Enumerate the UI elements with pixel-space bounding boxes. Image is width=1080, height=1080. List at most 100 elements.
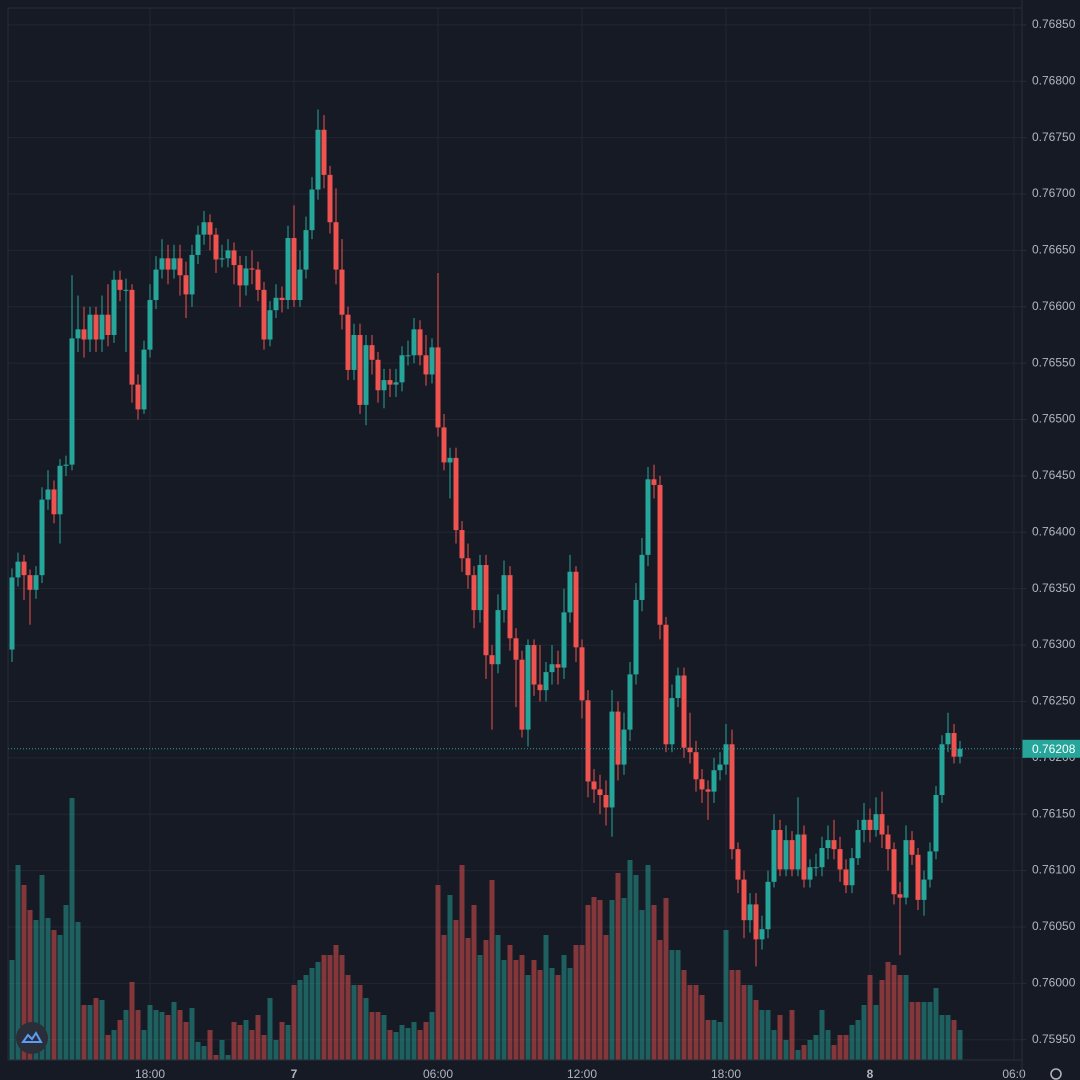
candle-body	[807, 867, 813, 880]
last-price-label: 0.76208	[1032, 742, 1076, 756]
volume-bar	[387, 1030, 393, 1060]
volume-bar	[213, 1055, 219, 1060]
volume-bar	[309, 968, 315, 1060]
volume-bar	[453, 920, 459, 1060]
candle-body	[453, 457, 459, 531]
volume-bar	[519, 955, 525, 1060]
candle-body	[363, 345, 369, 405]
volume-bar	[945, 1015, 951, 1060]
candle-body	[639, 554, 645, 600]
settings-button[interactable]	[1050, 1068, 1062, 1080]
volume-bar	[807, 1040, 813, 1060]
candle-body	[33, 575, 39, 590]
candle-body	[585, 700, 591, 782]
volume-bar	[723, 930, 729, 1060]
volume-bar	[765, 1010, 771, 1060]
x-tick-label: 18:00	[711, 1067, 741, 1080]
candle-body	[843, 869, 849, 886]
volume-bar	[399, 1025, 405, 1060]
volume-bar	[771, 1030, 777, 1060]
volume-bar	[717, 1022, 723, 1060]
volume-bar	[135, 1010, 141, 1060]
candle-body	[15, 561, 21, 578]
candle-body	[471, 575, 477, 611]
volume-bar	[603, 935, 609, 1060]
volume-bar	[159, 1012, 165, 1060]
volume-bar	[705, 1020, 711, 1060]
candle-body	[513, 638, 519, 660]
candle-body	[663, 624, 669, 745]
volume-bar	[633, 875, 639, 1060]
candle-body	[207, 222, 213, 235]
volume-bar	[483, 940, 489, 1060]
logo[interactable]	[16, 1022, 48, 1054]
volume-bar	[927, 1002, 933, 1060]
volume-bar	[183, 1022, 189, 1060]
volume-bar	[573, 945, 579, 1060]
candle-body	[57, 465, 63, 515]
candle-body	[861, 819, 867, 830]
candle-body	[939, 744, 945, 796]
candle-body	[609, 711, 615, 808]
volume-bar	[69, 798, 75, 1060]
candle-body	[753, 904, 759, 940]
y-tick-label: 0.76350	[1032, 581, 1076, 595]
volume-bar	[783, 1040, 789, 1060]
volume-bar	[333, 945, 339, 1060]
candle-body	[117, 279, 123, 290]
volume-bar	[657, 940, 663, 1060]
candle-body	[273, 297, 279, 311]
candle-body	[507, 575, 513, 639]
volume-bar	[291, 985, 297, 1060]
candle-body	[759, 929, 765, 940]
candle-body	[411, 329, 417, 356]
volume-bar	[123, 1010, 129, 1060]
volume-bar	[795, 1050, 801, 1060]
volume-bar	[921, 1002, 927, 1060]
volume-bar	[753, 1000, 759, 1060]
candle-body	[681, 675, 687, 748]
candle-body	[615, 711, 621, 765]
volume-bar	[651, 905, 657, 1060]
volume-bar	[843, 1035, 849, 1060]
candle-body	[555, 664, 561, 668]
candle-body	[633, 599, 639, 675]
volume-bar	[315, 962, 321, 1060]
candle-body	[747, 904, 753, 921]
candle-body	[771, 829, 777, 882]
volume-bar	[201, 1046, 207, 1060]
candle-body	[177, 258, 183, 276]
candle-body	[897, 894, 903, 898]
candle-body	[933, 795, 939, 852]
volume-bar	[243, 1020, 249, 1060]
candle-body	[165, 258, 171, 270]
candle-body	[27, 575, 33, 590]
y-tick-label: 0.76150	[1032, 806, 1076, 820]
y-tick-label: 0.76600	[1032, 299, 1076, 313]
volume-bar	[369, 1012, 375, 1060]
logo-mark	[21, 1031, 43, 1043]
volume-bar	[129, 982, 135, 1060]
volume-bar	[459, 865, 465, 1060]
candle-layer	[9, 109, 963, 967]
volume-bar	[285, 1025, 291, 1060]
candle-body	[825, 840, 831, 849]
candle-body	[711, 770, 717, 792]
candle-body	[627, 674, 633, 730]
candle-body	[393, 382, 399, 385]
candle-body	[645, 479, 651, 555]
volume-bar	[279, 1022, 285, 1060]
candle-body	[315, 129, 321, 190]
x-tick-label: 18:00	[135, 1067, 165, 1080]
candle-body	[351, 334, 357, 370]
volume-bar	[63, 905, 69, 1060]
volume-bar	[831, 1045, 837, 1060]
candle-body	[837, 849, 843, 870]
candle-body	[927, 851, 933, 880]
volume-bar	[165, 1015, 171, 1060]
candle-body	[237, 265, 243, 286]
volume-bar	[153, 1010, 159, 1060]
candle-body	[783, 840, 789, 870]
candle-body	[591, 781, 597, 790]
candle-body	[489, 655, 495, 665]
